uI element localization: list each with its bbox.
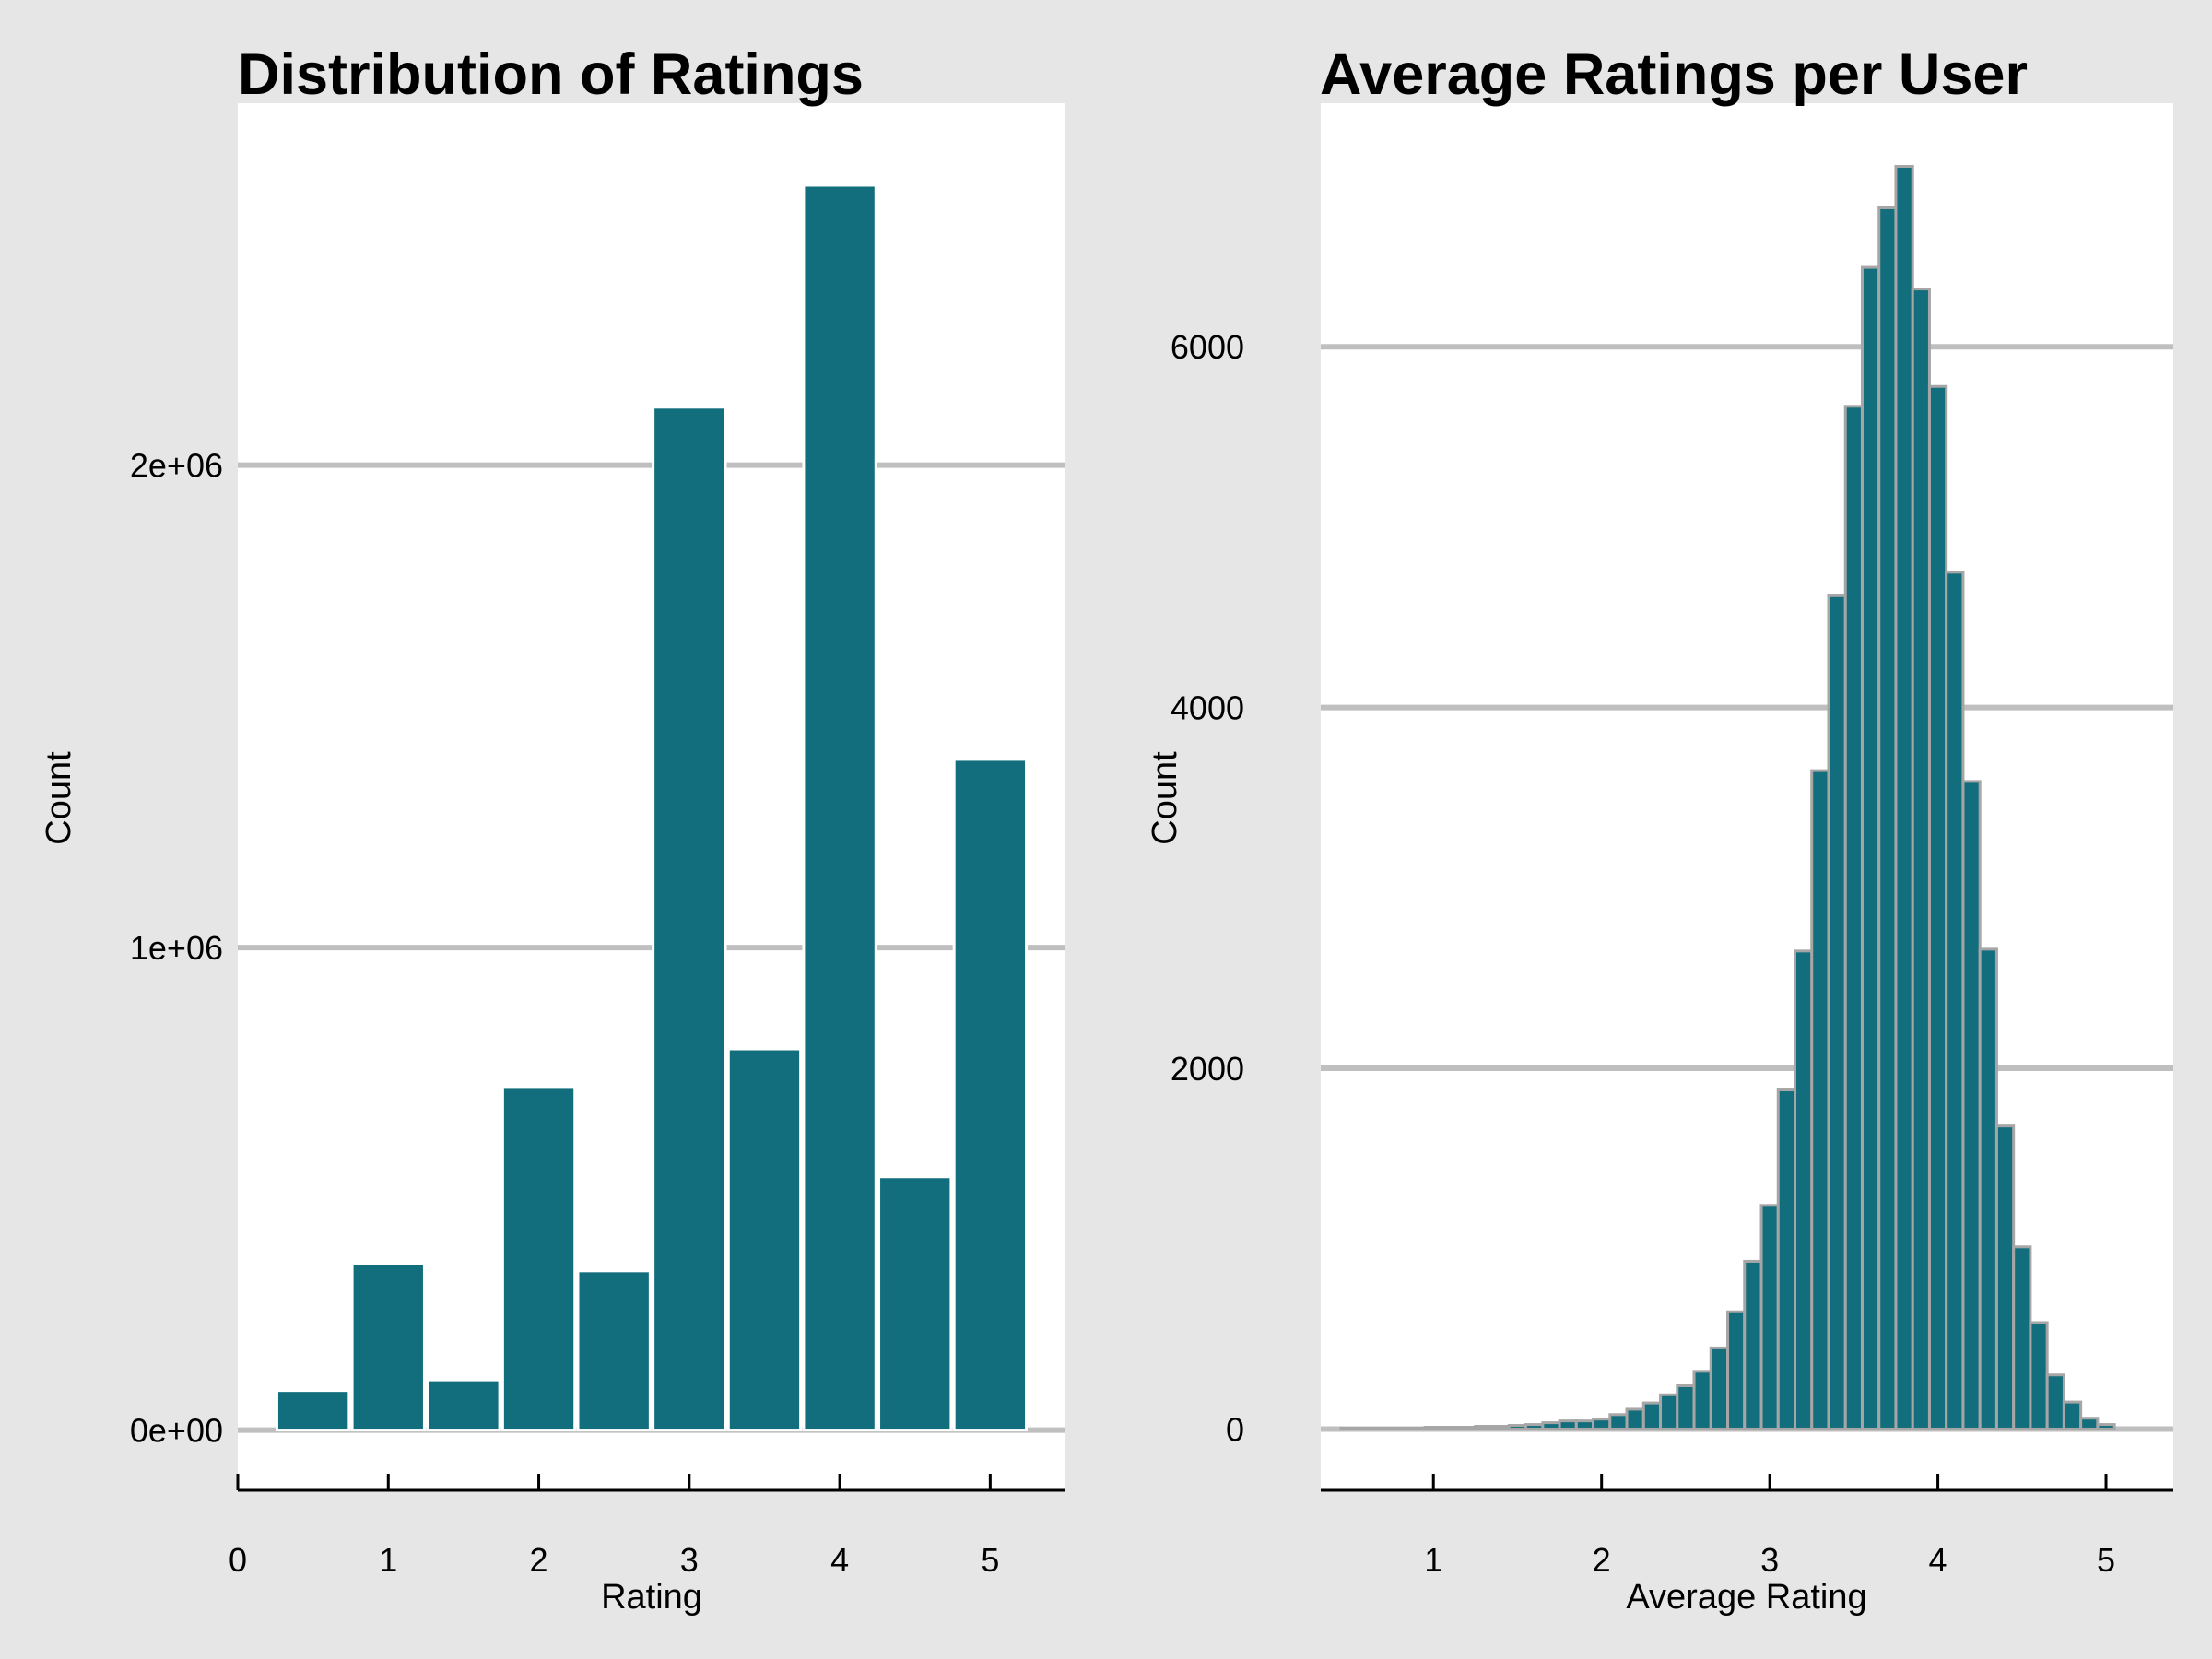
chart-title: Average Ratings per User	[1320, 42, 2028, 107]
bar	[1406, 1426, 1427, 1430]
y-tick-label: 0	[1226, 1410, 1244, 1448]
bar	[1592, 1418, 1612, 1430]
bar	[726, 1047, 803, 1432]
y-tick-label: 1e+06	[130, 929, 223, 967]
y-tick-label: 4000	[1171, 689, 1244, 727]
chart-title: Distribution of Ratings	[238, 42, 864, 107]
bar	[1961, 780, 1982, 1430]
bar	[1994, 1124, 2016, 1430]
bar	[1911, 288, 1931, 1430]
bar	[1440, 1426, 1461, 1430]
bar	[1574, 1419, 1595, 1430]
bar	[1827, 594, 1847, 1430]
y-tick-label: 0e+00	[130, 1412, 223, 1450]
bar	[2079, 1417, 2100, 1430]
bar	[1490, 1425, 1511, 1430]
x-tick-label: 2	[530, 1541, 548, 1579]
bar	[1793, 949, 1814, 1430]
bar	[1339, 1426, 1359, 1430]
bar	[1457, 1426, 1477, 1430]
bar	[2029, 1321, 2049, 1430]
bar	[1390, 1426, 1410, 1430]
bar	[1945, 571, 1965, 1430]
bar	[1978, 947, 1998, 1430]
bar	[1676, 1383, 1696, 1430]
bar	[1709, 1346, 1730, 1430]
bar	[1860, 265, 1881, 1430]
bar	[426, 1378, 501, 1432]
x-tick-label: 4	[830, 1541, 849, 1579]
x-tick-label: 3	[680, 1541, 699, 1579]
bar	[1743, 1259, 1763, 1430]
y-tick-label: 6000	[1171, 328, 1244, 366]
average-ratings-chart: 1 2 3 4 5 0 2000 4000 6000 Average Ratings per …	[1146, 42, 2173, 1617]
bar	[1776, 1088, 1796, 1430]
x-axis-label: Rating	[601, 1578, 702, 1617]
bar	[1625, 1407, 1645, 1430]
x-tick-label: 2	[1593, 1541, 1611, 1579]
bar	[2045, 1373, 2065, 1430]
bar	[1692, 1370, 1712, 1430]
bar	[1877, 206, 1898, 1430]
bar	[1524, 1423, 1545, 1430]
x-tick-label: 1	[379, 1541, 397, 1579]
bar	[802, 183, 877, 1432]
bar	[1474, 1425, 1494, 1430]
bar	[350, 1262, 426, 1432]
bar	[1423, 1426, 1443, 1430]
bar	[2062, 1400, 2083, 1430]
bar	[576, 1269, 652, 1432]
x-axis-label: Average Rating	[1626, 1578, 1866, 1617]
bar	[1927, 384, 1948, 1430]
bar	[1608, 1413, 1629, 1430]
bar	[2096, 1423, 2116, 1430]
bar	[1843, 405, 1864, 1430]
y-tick-label: 2e+06	[130, 447, 223, 485]
bar	[1372, 1426, 1394, 1430]
bar	[1810, 769, 1830, 1430]
bar	[1894, 164, 1914, 1430]
bar	[1507, 1424, 1528, 1430]
bar	[652, 406, 727, 1432]
bar	[275, 1389, 351, 1432]
x-tick-label: 5	[2097, 1541, 2115, 1579]
bar	[952, 758, 1029, 1432]
bar	[2012, 1245, 2032, 1430]
bar	[1641, 1401, 1663, 1430]
bar	[1759, 1204, 1780, 1430]
bar	[1558, 1419, 1578, 1430]
x-tick-label: 4	[1929, 1541, 1947, 1579]
bar	[500, 1086, 577, 1432]
ratings-distribution-chart: 0 1 2 3 4 5 0e+00 1e+06 2e+06 Distribution of R…	[40, 42, 1065, 1617]
x-tick-label: 0	[229, 1541, 247, 1579]
bar	[1726, 1310, 1747, 1430]
y-axis-label: Count	[40, 751, 78, 845]
bar	[1356, 1426, 1376, 1430]
y-axis-label: Count	[1146, 751, 1184, 845]
y-tick-label: 2000	[1171, 1050, 1244, 1088]
x-tick-label: 3	[1760, 1541, 1779, 1579]
bar	[1659, 1393, 1679, 1430]
x-tick-label: 1	[1424, 1541, 1442, 1579]
bar	[1541, 1421, 1561, 1430]
x-tick-label: 5	[981, 1541, 999, 1579]
bar	[877, 1175, 953, 1432]
